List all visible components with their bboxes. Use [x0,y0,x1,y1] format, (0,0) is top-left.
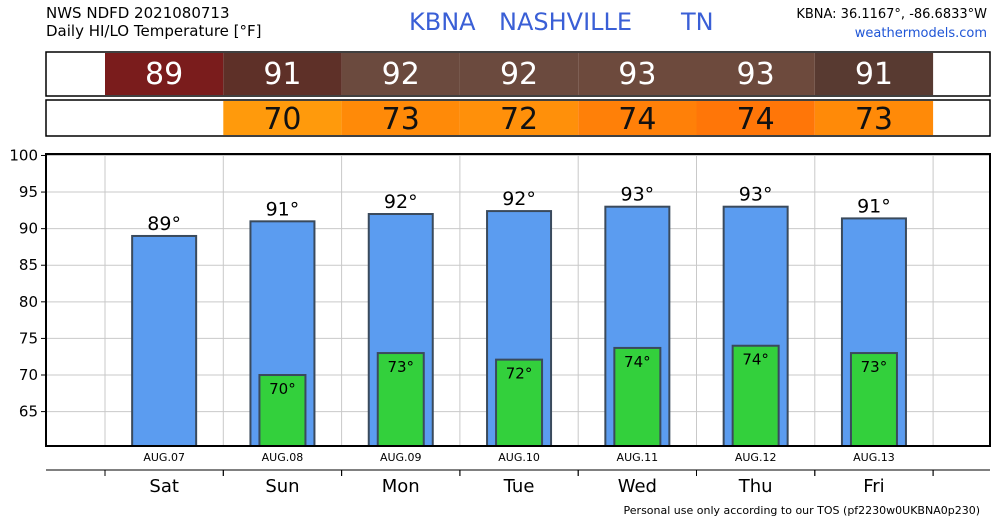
y-tick-label: 100 [9,146,38,164]
hi-strip-value: 89 [145,57,183,92]
low-temp-label: 74° [742,351,769,369]
date-label: AUG.10 [498,451,540,464]
high-temperature-strip: 89 91 92 92 93 93 91 [45,51,991,97]
day-label: Tue [503,476,535,497]
low-temp-label: 73° [387,358,414,376]
x-axis: AUG.07 Sat AUG.08 Sun AUG.09 Mon AUG.10 Tue AUG.… [46,451,990,497]
high-temp-label: 89° [147,213,181,235]
chart-subtitle: Daily HI/LO Temperature [°F] [46,22,262,40]
hi-strip-cell [341,53,460,95]
y-tick-label: 70 [19,366,38,384]
hi-strip-value: 93 [618,57,656,92]
high-temp-label: 93° [621,184,655,206]
hi-strip-cell [105,53,224,95]
high-temp-label: 91° [266,198,300,220]
y-tick-label: 85 [19,256,38,274]
hi-strip-cell [814,53,934,95]
hi-strip-value: 92 [500,57,538,92]
bars: 89° 91° 70° 92° 73° 92° 72° 93° 74° 93° 74° 91° 73° [131,184,907,448]
date-label: AUG.08 [262,451,304,464]
plot-frame [45,153,991,447]
high-temp-label: 93° [739,184,773,206]
date-label: AUG.12 [735,451,777,464]
y-axis-ticks: 65 70 75 80 85 90 95 100 [9,146,46,421]
low-temperature-strip: 70 73 72 74 74 73 [45,99,991,137]
hi-strip-cell [459,53,579,95]
lo-strip-value: 73 [855,102,893,137]
high-temp-bar [131,234,198,447]
low-temp-bar [495,358,544,447]
high-temp-label: 92° [384,191,418,213]
lo-strip-value: 72 [500,102,538,137]
hi-strip-cell [578,53,697,95]
y-tick-label: 75 [19,329,38,347]
lo-strip-cell [459,101,579,135]
lo-strip-cell [696,101,815,135]
date-label: AUG.09 [380,451,422,464]
hi-strip-cell [223,53,342,95]
day-label: Sun [265,476,299,497]
site-link[interactable]: weathermodels.com [855,26,987,41]
date-label: AUG.07 [143,451,185,464]
lo-strip-cell [578,101,697,135]
product-title: NWS NDFD 2021080713 [46,4,230,22]
lo-strip-value: 74 [737,102,775,137]
day-label: Mon [382,476,420,497]
lo-strip-cell [814,101,934,135]
lo-strip-value: 73 [382,102,420,137]
date-label: AUG.13 [853,451,895,464]
lo-strip-value: 74 [618,102,656,137]
low-temp-label: 74° [624,353,651,371]
day-label: Fri [863,476,884,497]
station-state: TN [680,8,714,36]
lo-strip-value: 70 [263,102,301,137]
lo-strip-cell [341,101,460,135]
station-name: NASHVILLE [499,8,632,36]
hi-strip-value: 91 [855,57,893,92]
low-temp-label: 72° [506,365,533,383]
footer-note: Personal use only according to our TOS (… [624,504,980,517]
hi-strip-value: 92 [382,57,420,92]
high-temp-label: 91° [857,195,891,217]
hi-strip-value: 91 [263,57,301,92]
low-temp-bar [731,344,780,447]
lo-strip-cell [223,101,342,135]
low-temp-label: 70° [269,380,296,398]
date-label: AUG.11 [617,451,659,464]
low-temp-label: 73° [861,358,888,376]
high-temp-label: 92° [502,188,536,210]
station-coords: KBNA: 36.1167°, -86.6833°W [796,7,987,22]
y-tick-label: 65 [19,403,38,421]
y-tick-label: 95 [19,183,38,201]
low-temp-bar [258,374,307,448]
hi-strip-value: 93 [737,57,775,92]
day-label: Sat [149,476,179,497]
day-label: Wed [618,476,657,497]
day-label: Thu [738,476,773,497]
hi-strip-cell [696,53,815,95]
y-tick-label: 90 [19,220,38,238]
station-id: KBNA [409,8,476,36]
low-temp-bar [613,346,662,448]
y-tick-label: 80 [19,293,38,311]
